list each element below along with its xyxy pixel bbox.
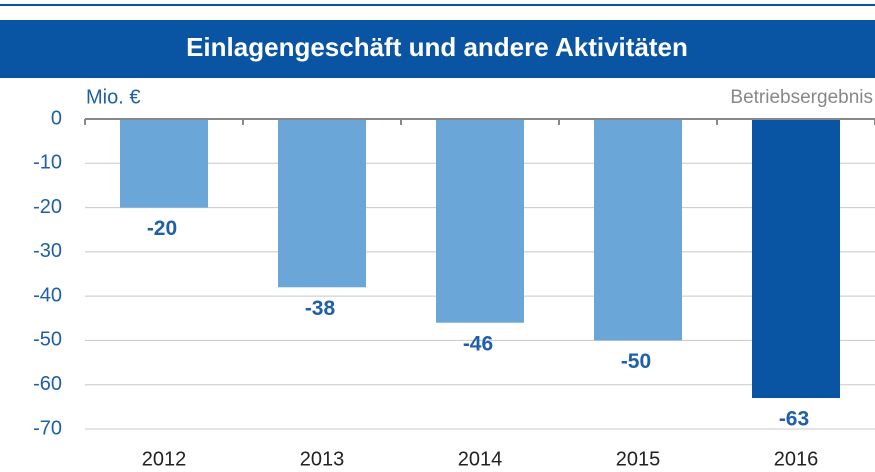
y-tick-label: -20 <box>33 196 62 218</box>
bar <box>120 119 208 208</box>
title-banner <box>0 20 875 78</box>
value-label: -50 <box>621 350 651 373</box>
y-tick-label: -10 <box>33 152 62 174</box>
chart-title: Einlagengeschäft und andere Aktivitäten <box>186 32 688 62</box>
x-tick-label: 2016 <box>774 448 819 470</box>
top-rule <box>0 4 875 6</box>
value-label: -38 <box>305 297 336 320</box>
y-tick-label: 0 <box>51 107 62 129</box>
y-tick-label: -50 <box>33 329 62 351</box>
y-tick-label: -40 <box>33 284 62 306</box>
y-tick-label: -30 <box>33 240 62 262</box>
x-tick-label: 2014 <box>458 448 503 470</box>
bar <box>278 119 366 288</box>
x-tick-label: 2013 <box>300 448 345 470</box>
x-tick-label: 2015 <box>616 448 661 470</box>
bar <box>594 119 682 341</box>
value-label: -20 <box>147 217 177 240</box>
bar <box>436 119 524 323</box>
value-label: -46 <box>463 332 493 355</box>
unit-label: Mio. € <box>86 86 140 108</box>
value-label: -63 <box>779 408 809 431</box>
bar <box>752 119 840 398</box>
annotation: Betriebsergebnis <box>730 87 873 108</box>
y-tick-label: -60 <box>33 373 62 395</box>
y-tick-label: -70 <box>33 417 62 439</box>
x-tick-label: 2012 <box>142 448 187 470</box>
